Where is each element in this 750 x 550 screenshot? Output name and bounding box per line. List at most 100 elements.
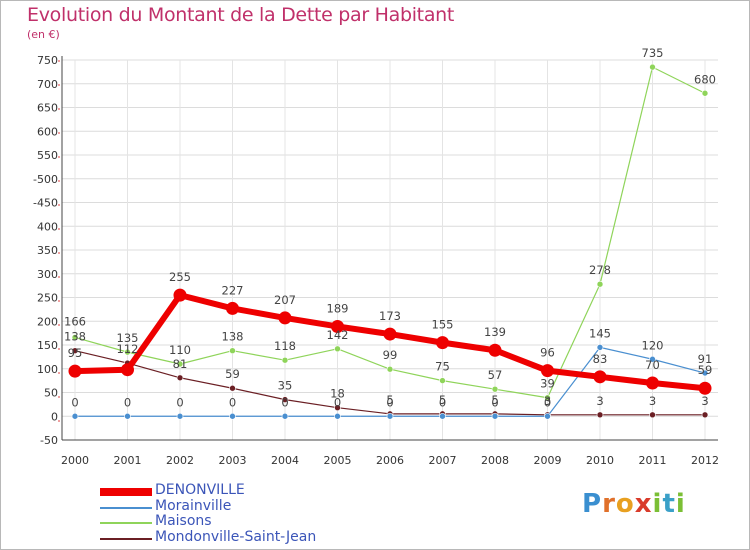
data-point — [176, 360, 184, 368]
data-point — [596, 344, 604, 351]
data-label: 118 — [274, 339, 296, 353]
data-label: 70 — [645, 358, 660, 372]
data-point — [334, 345, 341, 353]
x-tick-label: 2000 — [61, 454, 89, 467]
data-point — [593, 370, 607, 384]
y-tick-label: -50 — [40, 434, 58, 447]
data-point — [649, 63, 656, 71]
data-label: 3 — [701, 394, 708, 408]
data-label: 18 — [330, 387, 345, 401]
data-label: 3 — [544, 394, 551, 408]
x-tick-label: 2006 — [376, 454, 404, 467]
series-denonville — [68, 288, 712, 395]
y-tick-label: 100 — [37, 363, 58, 376]
y-tick-label: 350 — [37, 244, 58, 257]
data-label: 278 — [589, 263, 611, 277]
data-label: 0 — [491, 395, 498, 409]
y-tick-label: 750 — [37, 54, 58, 67]
x-tick-label: 2009 — [534, 454, 562, 467]
data-label: 135 — [117, 331, 139, 345]
chart-subtitle: (en €) — [27, 28, 60, 41]
data-point — [229, 412, 236, 420]
data-label: 110 — [169, 343, 191, 357]
data-point — [698, 381, 712, 395]
data-label: 57 — [488, 368, 503, 382]
data-point — [383, 327, 397, 341]
data-point — [596, 411, 604, 419]
data-point — [331, 319, 344, 333]
chart-series — [68, 63, 712, 420]
data-point — [226, 301, 239, 315]
y-tick-label: 600 — [37, 125, 58, 138]
data-label: 81 — [173, 357, 188, 371]
data-point — [491, 385, 499, 393]
data-point — [124, 348, 131, 356]
data-label: 0 — [544, 395, 551, 409]
y-tick-label: 550 — [37, 149, 58, 162]
y-tick-label: 150 — [37, 339, 58, 352]
x-tick-label: 2008 — [481, 454, 509, 467]
data-point — [229, 384, 236, 392]
x-tick-label: 2010 — [586, 454, 614, 467]
data-point — [488, 343, 502, 357]
data-label: 680 — [694, 72, 716, 86]
data-label: 227 — [222, 283, 244, 297]
data-label: 138 — [222, 330, 244, 344]
data-label: 83 — [593, 352, 608, 366]
data-label: 3 — [596, 394, 603, 408]
data-point — [71, 334, 79, 341]
data-point — [649, 355, 656, 363]
data-label: 173 — [379, 309, 401, 323]
data-point — [121, 363, 134, 377]
y-tick-label: 300 — [37, 268, 58, 281]
legend-item: Morainville — [100, 497, 360, 516]
data-point — [649, 411, 656, 419]
proxiti-logo: Proxiti — [582, 489, 686, 519]
data-point — [173, 288, 187, 302]
x-tick-label: 2003 — [219, 454, 247, 467]
data-point — [701, 369, 709, 377]
y-tick-label: 700 — [37, 78, 58, 91]
legend-swatch — [100, 488, 152, 496]
x-tick-label: 2002 — [166, 454, 194, 467]
data-point — [596, 280, 604, 288]
data-point — [229, 347, 236, 355]
data-label: 5 — [386, 393, 393, 407]
data-label: 0 — [176, 395, 183, 409]
data-label: 75 — [435, 360, 450, 374]
data-label: 5 — [439, 393, 446, 407]
legend-label: Morainville — [155, 497, 232, 514]
data-point — [701, 411, 709, 419]
y-tick-label: -500 — [33, 173, 58, 186]
y-tick-label: 200 — [37, 315, 58, 328]
data-point — [646, 376, 659, 390]
legend-label: DENONVILLE — [155, 482, 245, 498]
data-point — [439, 377, 446, 384]
data-label: 189 — [327, 301, 349, 315]
data-point — [334, 412, 341, 420]
x-tick-label: 2004 — [271, 454, 299, 467]
data-point — [71, 347, 79, 355]
legend-item: Mondonville-Saint-Jean — [100, 529, 360, 547]
data-label: 35 — [278, 379, 293, 393]
data-label: 0 — [124, 395, 131, 409]
data-point — [71, 412, 79, 420]
data-label: 0 — [71, 395, 78, 409]
data-label: 0 — [439, 395, 446, 409]
data-point — [176, 374, 184, 382]
y-tick-label: 50 — [44, 387, 58, 400]
data-label: 3 — [649, 394, 656, 408]
data-point — [541, 364, 554, 378]
data-label: 145 — [589, 326, 611, 340]
data-point — [278, 311, 292, 325]
data-label: 112 — [117, 342, 139, 356]
data-point — [334, 404, 341, 412]
data-label: 0 — [334, 395, 341, 409]
data-point — [544, 412, 551, 420]
legend-item: Maisons — [100, 513, 360, 531]
data-point — [701, 89, 709, 97]
data-point — [281, 412, 289, 420]
data-label: 138 — [64, 330, 86, 344]
data-label: 255 — [169, 270, 191, 284]
